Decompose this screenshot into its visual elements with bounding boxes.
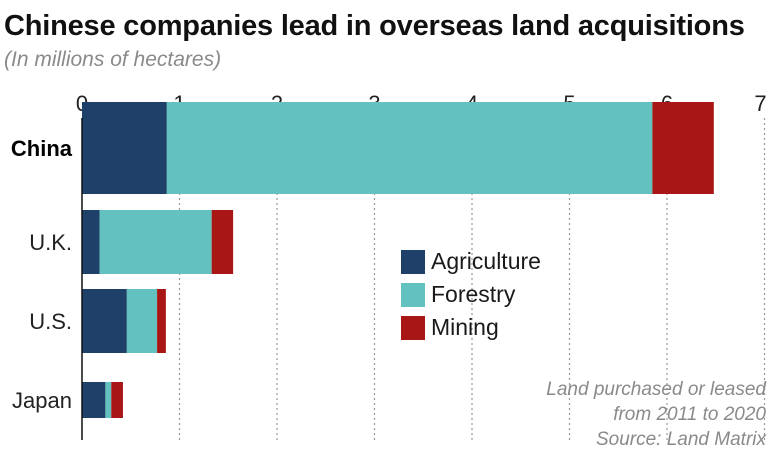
bar-uk-agriculture [82, 210, 100, 274]
legend-swatch-mining [401, 315, 425, 340]
x-tick-label-7: 7 [754, 91, 766, 116]
bar-china-forestry [166, 102, 653, 194]
legend-label-mining: Mining [431, 314, 499, 340]
category-label-us: U.S. [29, 309, 72, 334]
bar-uk-mining [211, 210, 234, 274]
bar-japan-forestry [105, 382, 112, 418]
category-label-china: China [11, 136, 73, 161]
bar-japan-mining [111, 382, 123, 418]
note-source: Source: Land Matrix [595, 429, 766, 450]
bar-us-forestry [126, 289, 158, 353]
category-label-uk: U.K. [29, 230, 72, 255]
legend: Agriculture Forestry Mining [401, 245, 541, 344]
legend-label-agriculture: Agriculture [431, 248, 541, 274]
chart-title: Chinese companies lead in overseas land … [4, 10, 745, 42]
legend-swatch-forestry [401, 282, 425, 307]
bar-us-mining [157, 289, 166, 353]
bar-japan-agriculture [82, 382, 106, 418]
note-line-2: from 2011 to 2020 [613, 404, 766, 425]
legend-item-mining: Mining [401, 311, 541, 344]
chart-subtitle: (In millions of hectares) [4, 48, 222, 71]
legend-swatch-agriculture [401, 249, 425, 274]
note-line-1: Land purchased or leased [546, 379, 766, 400]
bar-china-agriculture [82, 102, 167, 194]
bar-china-mining [652, 102, 714, 194]
source-note: Land purchased or leased from 2011 to 20… [546, 377, 766, 452]
legend-label-forestry: Forestry [431, 281, 516, 307]
legend-item-forestry: Forestry [401, 278, 541, 311]
legend-item-agriculture: Agriculture [401, 245, 541, 278]
bar-uk-forestry [99, 210, 212, 274]
bar-us-agriculture [82, 289, 127, 353]
category-label-japan: Japan [12, 388, 72, 413]
